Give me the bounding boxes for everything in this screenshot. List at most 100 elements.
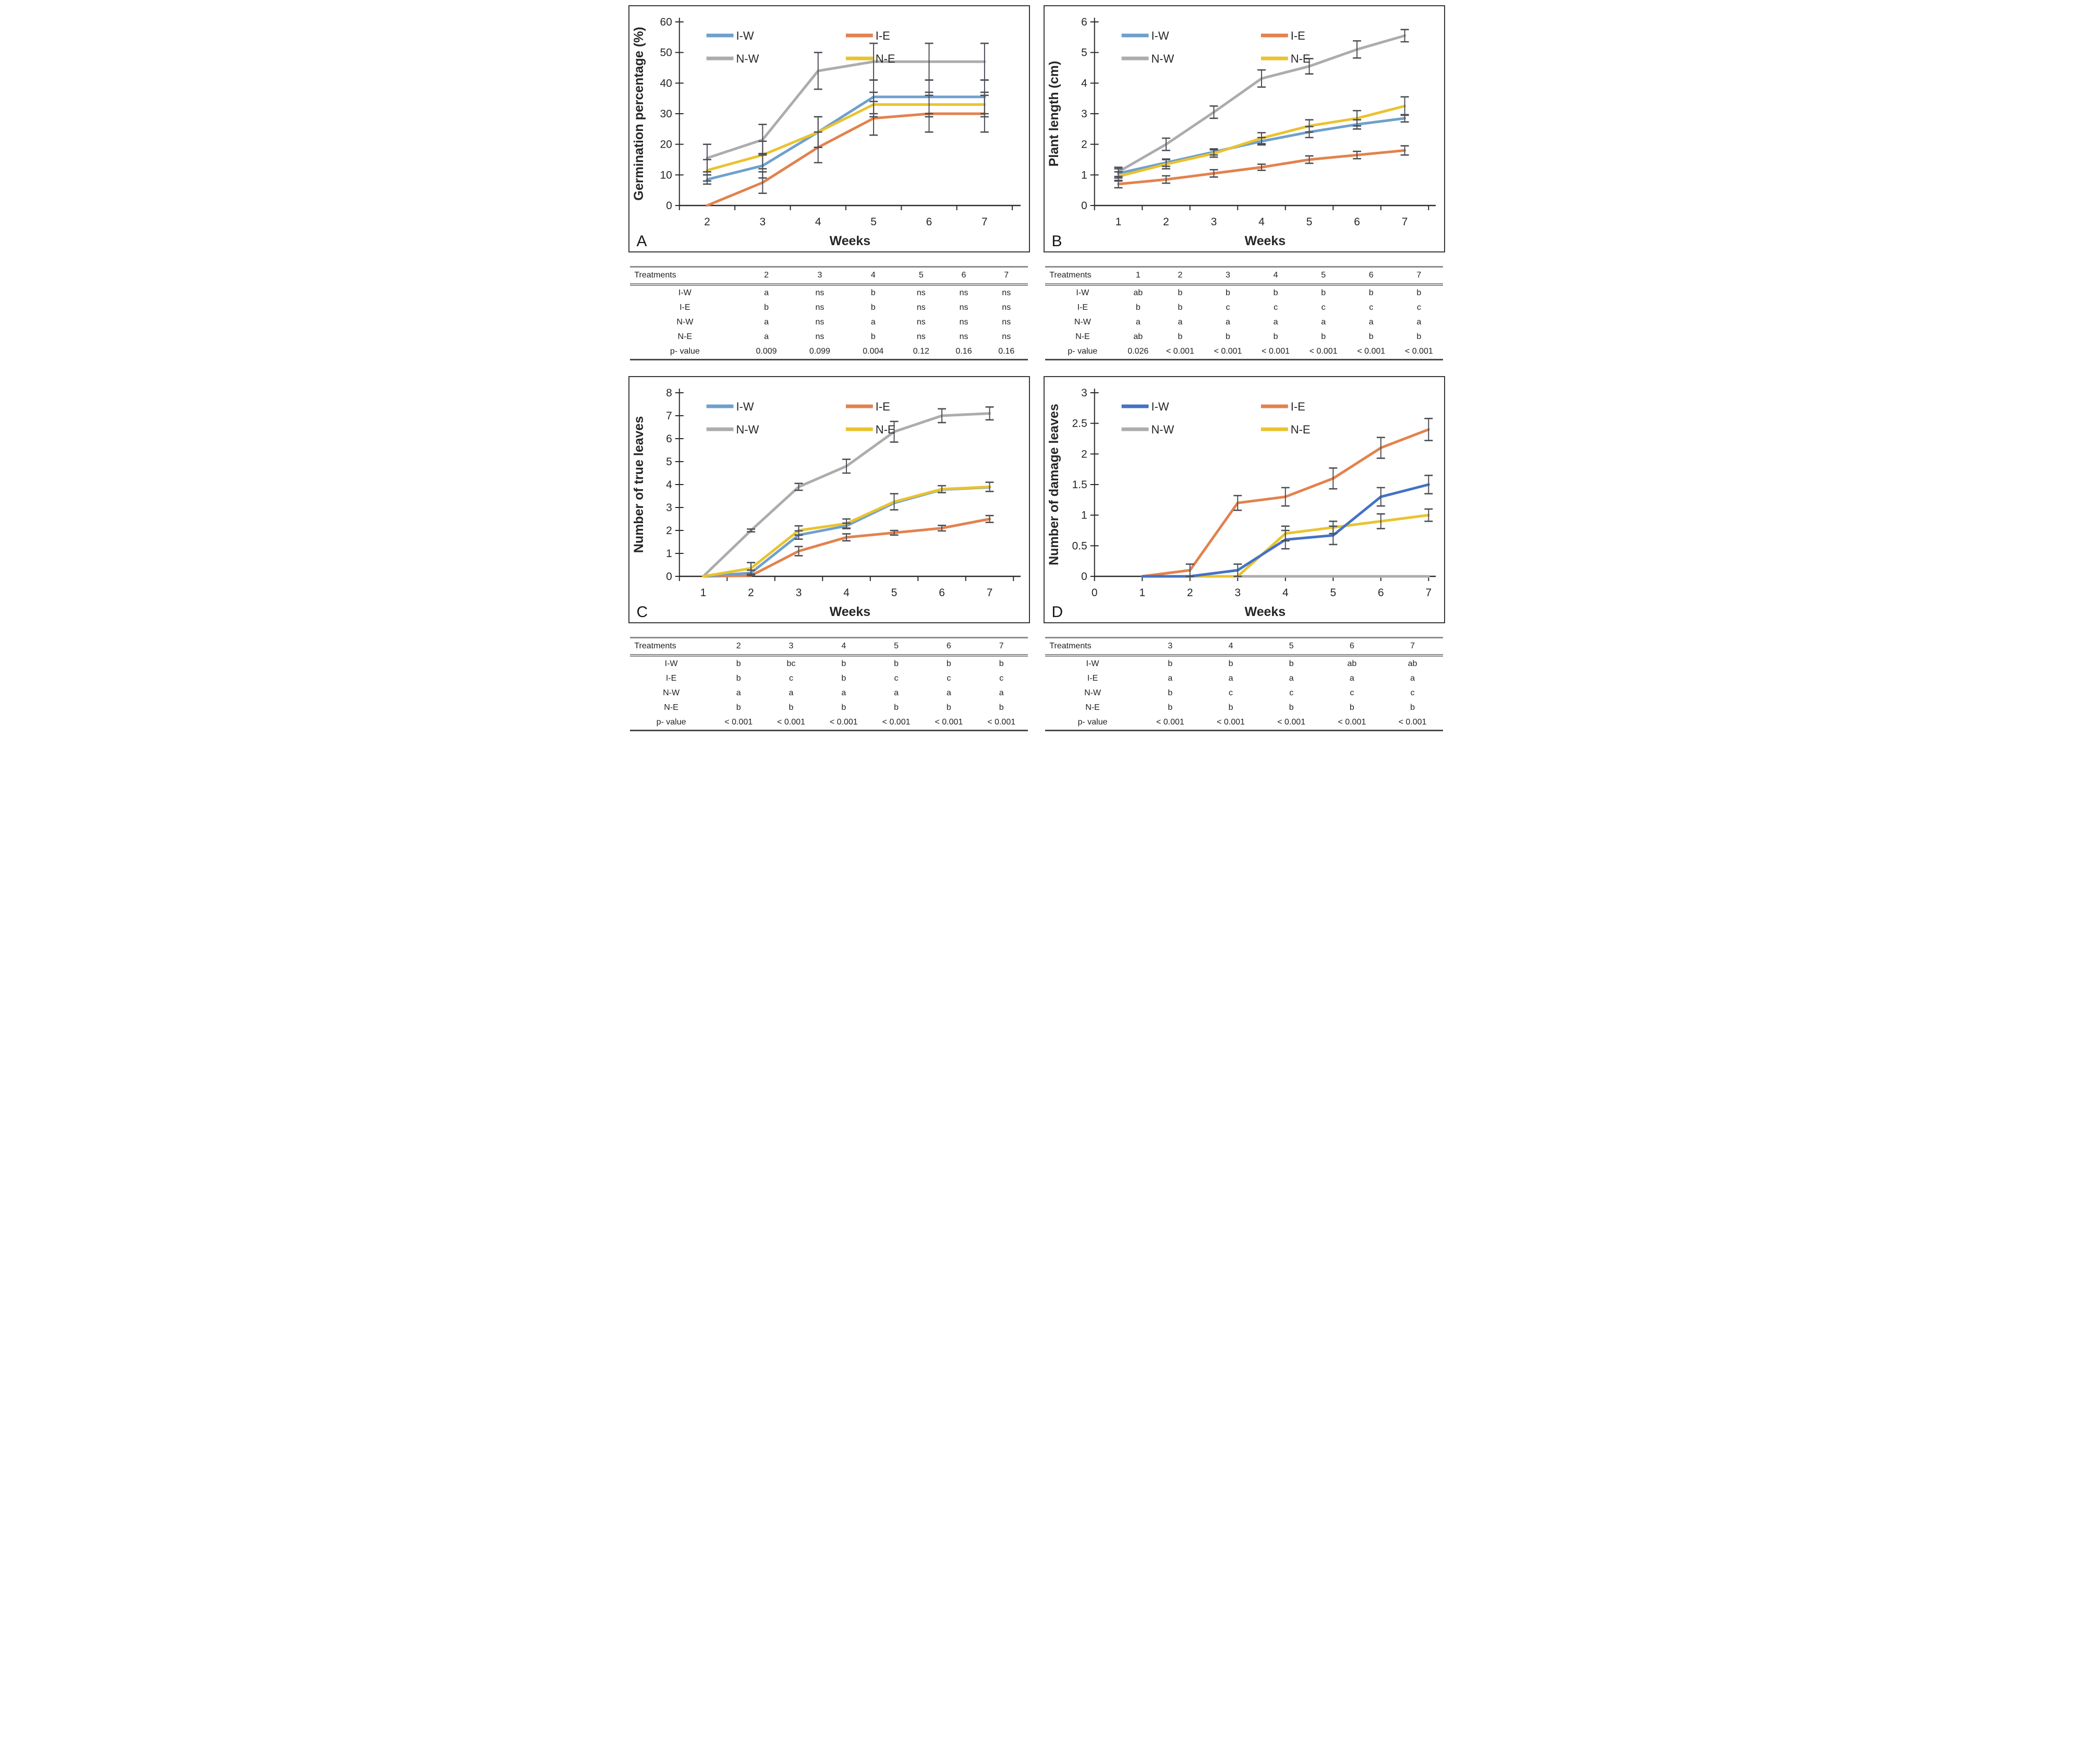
table-cell: b xyxy=(870,303,876,312)
error-bar-I-W xyxy=(1328,525,1337,546)
error-bar-I-E xyxy=(1352,150,1361,160)
table-cell: b xyxy=(1135,303,1141,312)
table-cell: b xyxy=(1416,288,1422,297)
table-row: I-W b bc b b b b xyxy=(630,656,1027,672)
table-cell: ns xyxy=(959,288,968,297)
table-cell: c xyxy=(1289,688,1294,697)
table-header-cell: 4 xyxy=(846,267,900,286)
table-row: p- value < 0.001 < 0.001 < 0.001 < 0.001 < 0.… xyxy=(1045,715,1442,731)
error-bar-N-E xyxy=(890,493,899,511)
table-cell: b xyxy=(1289,703,1294,712)
legend-item-N-E: N-E xyxy=(845,423,895,436)
table-header-cell: 5 xyxy=(900,267,943,286)
row-label: N-W xyxy=(1084,688,1101,697)
table-cell: a xyxy=(1168,674,1173,683)
legend-label-I-E: I-E xyxy=(875,400,890,413)
legend-item-I-W: I-W xyxy=(1121,29,1169,42)
y-tick-label: 3 xyxy=(666,502,672,514)
table-cell: b xyxy=(1178,332,1183,341)
x-tick-label: 4 xyxy=(843,587,850,599)
table-header-cell: 1 xyxy=(1120,267,1157,286)
row-label: I-E xyxy=(1087,674,1098,683)
y-tick-label: 1 xyxy=(666,548,672,560)
row-label: I-W xyxy=(678,288,692,297)
table-cell: ns xyxy=(815,288,825,297)
series-line-I-W xyxy=(701,486,991,578)
table-header-cell: 6 xyxy=(1322,637,1383,657)
table-row: N-W a a a a a a a xyxy=(1045,315,1442,330)
legend-item-N-W: N-W xyxy=(706,423,759,436)
table-cell: a xyxy=(764,332,769,341)
y-axis-title: Germination percentage (%) xyxy=(631,27,646,200)
table-row: N-E b b b b b b xyxy=(630,700,1027,715)
table-row: N-E b b b b b xyxy=(1045,700,1442,715)
table-cell: b xyxy=(841,674,846,683)
table-header-cell: 7 xyxy=(985,267,1028,286)
error-bar-I-E xyxy=(1281,487,1290,507)
error-bar-N-W xyxy=(794,482,803,491)
legend-label-I-W: I-W xyxy=(736,29,754,42)
table-header-cell: 6 xyxy=(1347,267,1396,286)
y-tick-label: 50 xyxy=(660,47,672,59)
legend-item-N-W: N-W xyxy=(1121,52,1174,65)
table-cell: c xyxy=(1274,303,1278,312)
table-cell: < 0.001 xyxy=(1156,718,1184,727)
x-axis-title: Weeks xyxy=(1244,605,1286,619)
series-line-I-E xyxy=(705,112,986,207)
panel-D: 0 0.5 1 1.5 2 2.5 3 0 1 2 3 4 5 6 7 Weeks Number of dama… xyxy=(1043,376,1445,731)
y-tick-label: 40 xyxy=(660,77,672,89)
table-header-cell: 2 xyxy=(712,637,765,657)
row-label: I-E xyxy=(665,674,677,683)
y-tick-label: 20 xyxy=(660,139,672,151)
table-row: I-E b b c c c c c xyxy=(1045,300,1442,315)
table-cell: b xyxy=(1349,703,1354,712)
table-cell: < 0.001 xyxy=(1166,347,1194,356)
table-cell: ns xyxy=(815,332,825,341)
table-cell: a xyxy=(1178,318,1183,327)
error-bar-N-W xyxy=(814,52,822,90)
series-line-N-E xyxy=(701,485,991,578)
y-tick-label: 0 xyxy=(666,200,672,212)
table-header-row: Treatments 2 3 4 5 6 7 xyxy=(630,267,1028,286)
y-tick-label: 6 xyxy=(1081,16,1087,28)
y-tick-label: 10 xyxy=(660,169,672,181)
chart-A-plot: 0 10 20 30 40 50 60 2 3 4 5 6 7 Weeks Germination perc… xyxy=(631,16,1021,248)
x-tick-label: 5 xyxy=(870,216,877,228)
error-bar-N-W xyxy=(1161,137,1170,151)
table-row: I-E b c b c c c xyxy=(630,671,1027,686)
table-header-cell: 6 xyxy=(942,267,985,286)
table-cell: b xyxy=(1416,332,1422,341)
chart-B: 0 1 2 3 4 5 6 1 2 3 4 5 6 7 Weeks Plant length (cm) I-W I… xyxy=(1043,5,1445,252)
table-cell: < 0.001 xyxy=(882,718,911,727)
y-tick-label: 1 xyxy=(1081,510,1087,522)
table-cell: c xyxy=(789,674,793,683)
table-cell: a xyxy=(764,318,769,327)
table-cell: < 0.001 xyxy=(1262,347,1290,356)
table-row: p- value 0.026 < 0.001 < 0.001 < 0.001 < 0.00… xyxy=(1045,344,1442,360)
table-header-cell: 7 xyxy=(975,637,1028,657)
table-cell: b xyxy=(1321,288,1326,297)
table-cell: ns xyxy=(916,332,926,341)
panel-letter-A: A xyxy=(636,233,647,250)
y-tick-label: 8 xyxy=(666,387,672,399)
table-cell: a xyxy=(1226,318,1230,327)
table-cell: a xyxy=(894,688,899,697)
panel-A: 0 10 20 30 40 50 60 2 3 4 5 6 7 Weeks Germination perc… xyxy=(628,5,1030,360)
table-cell: b xyxy=(1168,659,1173,668)
significance-table-D: Treatments 3 4 5 6 7 I-W b b b ab ab I-E a a a a a N-W b c c c… xyxy=(1045,637,1443,731)
legend-item-I-E: I-E xyxy=(1260,400,1305,413)
y-tick-label: 2.5 xyxy=(1072,418,1087,430)
x-axis-title: Weeks xyxy=(829,234,870,248)
x-tick-label: 4 xyxy=(1282,587,1288,599)
y-tick-label: 4 xyxy=(1081,77,1087,89)
panel-B: 0 1 2 3 4 5 6 1 2 3 4 5 6 7 Weeks Plant length (cm) I-W I… xyxy=(1043,5,1445,360)
row-label: I-E xyxy=(680,303,690,312)
table-cell: 0.12 xyxy=(913,347,929,356)
table-cell: b xyxy=(841,659,846,668)
x-tick-label: 1 xyxy=(1139,587,1145,599)
table-cell: a xyxy=(789,688,794,697)
error-bar-N-E xyxy=(746,562,755,575)
x-tick-label: 1 xyxy=(1115,216,1121,228)
table-cell: a xyxy=(736,688,741,697)
table-cell: ns xyxy=(1002,288,1011,297)
